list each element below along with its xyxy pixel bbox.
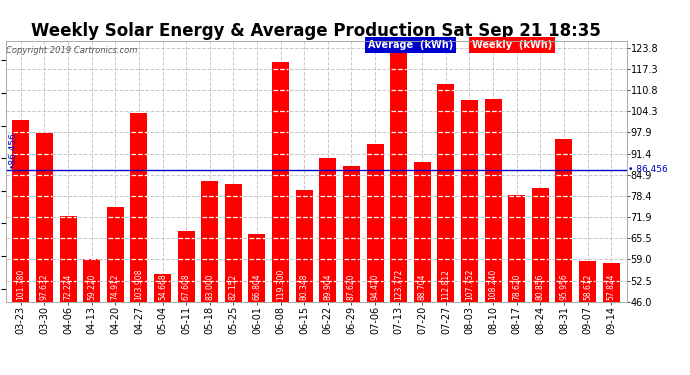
Text: 89.904: 89.904 [324, 274, 333, 300]
Bar [532, 188, 549, 302]
Bar [602, 263, 620, 302]
Text: 80.856: 80.856 [536, 274, 545, 300]
Bar [484, 99, 502, 302]
Bar [154, 274, 171, 302]
Bar [177, 231, 195, 302]
Text: 66.804: 66.804 [253, 274, 262, 300]
Text: Copyright 2019 Cartronics.com: Copyright 2019 Cartronics.com [6, 46, 137, 55]
Text: Weekly  (kWh): Weekly (kWh) [472, 40, 552, 50]
Text: 95.956: 95.956 [560, 273, 569, 300]
Bar [319, 159, 336, 302]
Text: 80.348: 80.348 [299, 274, 308, 300]
Bar [296, 190, 313, 302]
Text: 54.668: 54.668 [158, 274, 167, 300]
Bar [130, 113, 148, 302]
Text: 87.620: 87.620 [347, 274, 356, 300]
Text: 82.152: 82.152 [229, 274, 238, 300]
Text: 119.300: 119.300 [276, 269, 285, 300]
Bar [414, 162, 431, 302]
Bar [59, 216, 77, 302]
Text: 103.908: 103.908 [135, 269, 144, 300]
Text: 72.224: 72.224 [63, 274, 72, 300]
Text: 123.772: 123.772 [394, 269, 403, 300]
Bar [461, 100, 478, 302]
Text: 97.632: 97.632 [40, 274, 49, 300]
Text: •86.456: •86.456 [8, 132, 17, 168]
Bar [343, 166, 360, 302]
Bar [201, 181, 218, 302]
Text: 107.752: 107.752 [465, 269, 474, 300]
Text: 108.240: 108.240 [489, 269, 497, 300]
Bar [248, 234, 266, 302]
Bar [107, 207, 124, 302]
Bar [225, 184, 242, 302]
Text: Average  (kWh): Average (kWh) [368, 40, 453, 50]
Text: 101.780: 101.780 [17, 269, 26, 300]
Text: 57.824: 57.824 [607, 274, 615, 300]
Bar [272, 63, 289, 302]
Text: 59.220: 59.220 [87, 274, 96, 300]
Text: 112.812: 112.812 [442, 269, 451, 300]
Text: 67.608: 67.608 [181, 274, 190, 300]
Text: 94.420: 94.420 [371, 274, 380, 300]
Bar [12, 120, 30, 302]
Text: • 86.456: • 86.456 [628, 165, 668, 174]
Title: Weekly Solar Energy & Average Production Sat Sep 21 18:35: Weekly Solar Energy & Average Production… [31, 22, 601, 40]
Text: 83.000: 83.000 [205, 274, 215, 300]
Bar [83, 259, 100, 302]
Bar [437, 84, 455, 302]
Bar [509, 195, 525, 302]
Text: 88.704: 88.704 [417, 274, 427, 300]
Bar [555, 139, 573, 302]
Text: 74.912: 74.912 [111, 274, 120, 300]
Bar [579, 261, 596, 302]
Text: 58.612: 58.612 [583, 274, 592, 300]
Bar [390, 48, 407, 302]
Bar [36, 133, 53, 302]
Text: 78.620: 78.620 [512, 274, 521, 300]
Bar [366, 144, 384, 302]
